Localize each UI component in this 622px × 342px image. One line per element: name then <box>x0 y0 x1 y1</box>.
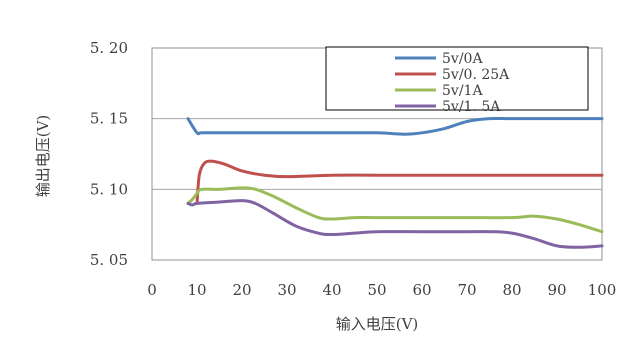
series-line-0 <box>186 116 604 136</box>
legend-label-2: 5v/1A <box>442 83 483 99</box>
x-tick-label: 0 <box>147 281 157 299</box>
x-tick-label: 60 <box>412 281 431 299</box>
x-tick-label: 80 <box>502 281 521 299</box>
y-tick-label: 5. 10 <box>90 180 128 198</box>
x-tick-label: 100 <box>588 281 617 299</box>
series-line-3 <box>186 199 604 249</box>
y-tick-label: 5. 20 <box>90 39 128 57</box>
x-tick-labels: 0 10 20 30 40 50 60 70 80 90 100 <box>147 281 616 299</box>
x-tick-label: 30 <box>277 281 296 299</box>
series-layer <box>186 116 604 249</box>
x-tick-label: 10 <box>187 281 206 299</box>
x-axis-label: 输入电压(V) <box>336 315 419 333</box>
legend-label-0: 5v/0A <box>442 51 483 67</box>
y-tick-label: 5. 15 <box>90 110 128 128</box>
x-tick-label: 40 <box>322 281 341 299</box>
series-line-2 <box>186 186 604 234</box>
y-tick-labels: 5. 20 5. 15 5. 10 5. 05 <box>90 39 128 269</box>
legend-label-3: 5v/1. 5A <box>442 99 501 115</box>
legend-label-1: 5v/0. 25A <box>442 67 510 83</box>
x-tick-label: 20 <box>232 281 251 299</box>
y-tick-label: 5. 05 <box>90 251 128 269</box>
series-line-1 <box>195 159 604 205</box>
y-axis-label: 输出电压(V) <box>34 115 52 198</box>
x-tick-label: 90 <box>547 281 566 299</box>
x-tick-label: 70 <box>457 281 476 299</box>
legend-box <box>325 46 589 111</box>
x-tick-label: 50 <box>367 281 386 299</box>
